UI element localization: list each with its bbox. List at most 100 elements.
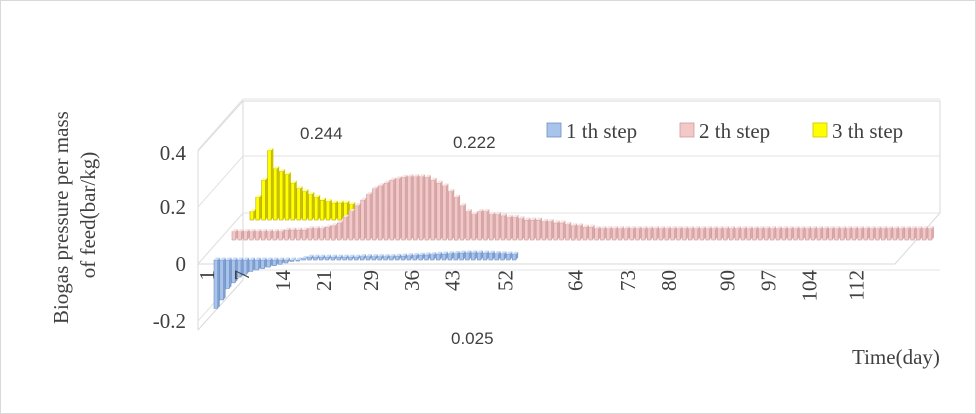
series-2-bar [565, 224, 570, 241]
series-3-bar-top [320, 197, 326, 201]
series-2-bar-side [744, 226, 747, 240]
series-2-bar-side [329, 224, 332, 240]
series-2-bar [319, 228, 324, 241]
series-2-bar-side [873, 226, 876, 240]
series-2-bar-side [727, 226, 730, 240]
series-1-bar-top [260, 257, 267, 260]
series-2-bar-side [381, 183, 385, 240]
series-2-bar-top [501, 213, 507, 216]
series-2-bar-top [629, 226, 636, 229]
series-1-bar-side [299, 257, 302, 261]
series-1-bar-side [363, 254, 367, 260]
series-2-bar [892, 228, 897, 241]
series-1-bar-side [515, 251, 519, 260]
series-3-bar-side [277, 166, 280, 220]
series-2-bar [658, 228, 663, 241]
series-2-bar-top [243, 228, 250, 232]
series-1-bar-top [307, 254, 314, 258]
series-1-bar [494, 253, 499, 261]
series-2-bar-top [489, 211, 496, 215]
series-2-bar-top [430, 177, 437, 181]
series-2-bar [541, 221, 546, 241]
series-3-bar-side [317, 194, 321, 220]
series-2-bar-side [750, 226, 753, 240]
series-1-bar [465, 252, 470, 261]
series-2-bar-top [898, 226, 905, 229]
series-3-bar-side [329, 198, 332, 220]
series-2-bar-top [302, 227, 308, 231]
series-1-bar-side [510, 251, 513, 260]
series-1-bar-top [477, 250, 484, 253]
series-2-bar-top [436, 180, 443, 183]
series-2-bar-side [364, 197, 367, 240]
series-2-bar-side [528, 217, 531, 240]
series-1-bar-top [383, 254, 390, 257]
series-1-bar-top [371, 254, 378, 257]
series-1-bar [412, 255, 417, 261]
series-2-bar-top [319, 226, 326, 229]
series-2-bar [717, 228, 722, 241]
series-1-bar-side [393, 254, 396, 260]
series-1-bar-top [278, 257, 285, 260]
series-2-bar [676, 228, 681, 241]
legend-label-step2: 2 th step [699, 119, 770, 143]
series-2-bar-side [370, 191, 373, 240]
series-2-bar-top [577, 223, 583, 226]
series-3-bar [255, 196, 260, 221]
series-2-bar-top [869, 226, 876, 229]
series-1-bar [435, 254, 441, 261]
series-2-bar-side [510, 214, 513, 240]
series-1-bar-side [404, 253, 407, 260]
gridline [197, 155, 244, 208]
series-3-bar-side [282, 169, 286, 220]
series-3-bar-top [279, 169, 286, 172]
series-1-bar [424, 254, 429, 261]
series-2-bar-side [411, 174, 414, 240]
series-2-bar-top [910, 226, 917, 229]
series-3-bar [308, 194, 313, 221]
series-2-bar-top [781, 226, 788, 229]
series-2-bar [512, 216, 517, 241]
x-tick-label: 97 [757, 270, 781, 291]
series-1-bar-side [223, 257, 226, 300]
series-2-bar-top [267, 228, 273, 232]
series-1-bar-side [416, 252, 419, 260]
annotation-peak-step3: 0.244 [300, 124, 343, 143]
series-2-bar [764, 228, 769, 241]
series-3-bar [319, 199, 325, 221]
series-1-bar-top [448, 251, 454, 254]
series-2-bar [793, 228, 798, 241]
series-2-bar-side [276, 228, 279, 240]
series-2-bar [682, 228, 687, 241]
series-2-bar-top [372, 186, 379, 189]
series-2-bar-top [787, 226, 794, 229]
series-1-bar-side [439, 251, 443, 260]
series-2-bar-top [776, 226, 782, 229]
series-2-bar [857, 228, 862, 241]
series-2-bar-side [446, 183, 449, 240]
series-1-bar [359, 256, 365, 261]
series-1-bar-side [311, 254, 314, 260]
series-1-bar-side [293, 257, 296, 262]
series-2-bar-side [586, 224, 589, 240]
series-2-bar [389, 179, 394, 241]
series-2-bar [325, 226, 330, 241]
series-2-bar-side [656, 226, 659, 240]
series-2-bar [840, 228, 845, 241]
series-3-bar-top [290, 180, 297, 183]
y-axis-title-line-2: of feed(bar/kg) [76, 152, 100, 279]
series-2-bar-top [471, 211, 478, 215]
series-1-bar [511, 254, 517, 261]
series-2-bar [506, 216, 511, 241]
series-1-bar-top [465, 250, 472, 253]
series-1-bar [453, 253, 458, 261]
series-2-bar-top [395, 176, 402, 179]
annotation-peak-step1: 0.025 [451, 329, 494, 348]
series-2-bar-side [703, 226, 706, 240]
series-2-bar [728, 228, 734, 241]
series-2-bar-side [838, 226, 841, 240]
series-1-bar [313, 256, 318, 261]
series-1-bar-top [254, 257, 261, 260]
series-2-bar [307, 228, 313, 241]
series-2-bar-top [659, 226, 665, 229]
